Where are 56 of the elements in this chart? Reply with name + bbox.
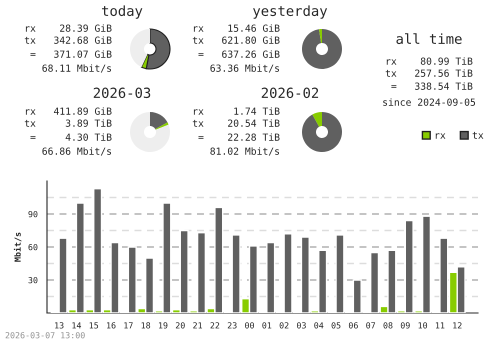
x-tick-label: 14 [72, 322, 82, 328]
text: rx 411.89 GiB [26, 107, 112, 115]
x-tick-label: 03 [296, 322, 306, 329]
text: rx 28.39 GiB [26, 24, 112, 32]
x-tick-label: 00 [245, 322, 254, 329]
x-tick-label: 19 [158, 322, 168, 329]
x-tick-label: 08 [384, 322, 392, 329]
x-tick-label: 07 [366, 322, 376, 329]
y-tick-label: 90 [28, 211, 38, 218]
text: all time [396, 33, 462, 44]
chart-title: today [102, 5, 142, 19]
y-tick-label: 30 [28, 277, 38, 284]
legend-label: tx [472, 132, 484, 139]
text: tx 3.89 TiB [24, 119, 112, 127]
y-axis-title: Mbit/s [14, 232, 22, 262]
text: since 2024-09-05 [383, 98, 476, 106]
x-tick-label: 05 [332, 322, 340, 329]
text: rx 80.99 TiB [386, 57, 472, 65]
x-tick-label: 17 [124, 322, 133, 328]
chart-title: 2026-02 [262, 88, 318, 98]
x-tick-label: 20 [176, 322, 185, 329]
x-tick-label: 22 [210, 322, 220, 328]
x-tick-label: 18 [142, 322, 150, 329]
x-tick-label: 23 [228, 322, 237, 329]
text: tx 342.68 GiB [24, 36, 112, 44]
chart-title: yesterday [253, 5, 328, 19]
text: 2026-03-07 13:00 [6, 332, 85, 338]
x-tick-label: 10 [418, 322, 428, 329]
text: tx 257.56 TiB [386, 69, 472, 77]
text: 68.11 Mbit/s [42, 64, 112, 73]
x-tick-label: 06 [348, 322, 358, 329]
text: = 637.26 GiB [198, 50, 280, 58]
text: tx 621.80 GiB [192, 36, 280, 44]
x-tick-label: 11 [436, 322, 444, 328]
x-tick-label: 16 [107, 322, 116, 329]
chart-title: 2026-03 [94, 88, 150, 98]
text: = 338.54 TiB [391, 82, 472, 90]
text: rx 1.74 TiB [194, 107, 280, 115]
x-tick-label: 13 [55, 322, 64, 329]
x-tick-label: 04 [314, 322, 324, 329]
x-tick-label: 15 [90, 322, 98, 329]
text: 81.02 Mbit/s [210, 147, 280, 156]
text: tx 20.54 TiB [192, 119, 280, 127]
x-tick-label: 21 [193, 322, 202, 328]
text: 63.36 Mbit/s [210, 64, 280, 73]
x-tick-label: 01 [262, 322, 272, 329]
text: = 4.30 TiB [30, 133, 112, 141]
x-tick-label: 09 [400, 322, 410, 329]
y-tick-label: 60 [28, 244, 38, 250]
x-tick-label: 02 [280, 322, 288, 329]
text: = 371.07 GiB [30, 50, 112, 58]
text: 66.86 Mbit/s [42, 147, 112, 156]
text: = 22.28 TiB [198, 133, 280, 141]
text: rx 15.46 GiB [194, 24, 280, 32]
legend-label: rx [436, 133, 446, 139]
x-tick-label: 12 [453, 322, 462, 328]
